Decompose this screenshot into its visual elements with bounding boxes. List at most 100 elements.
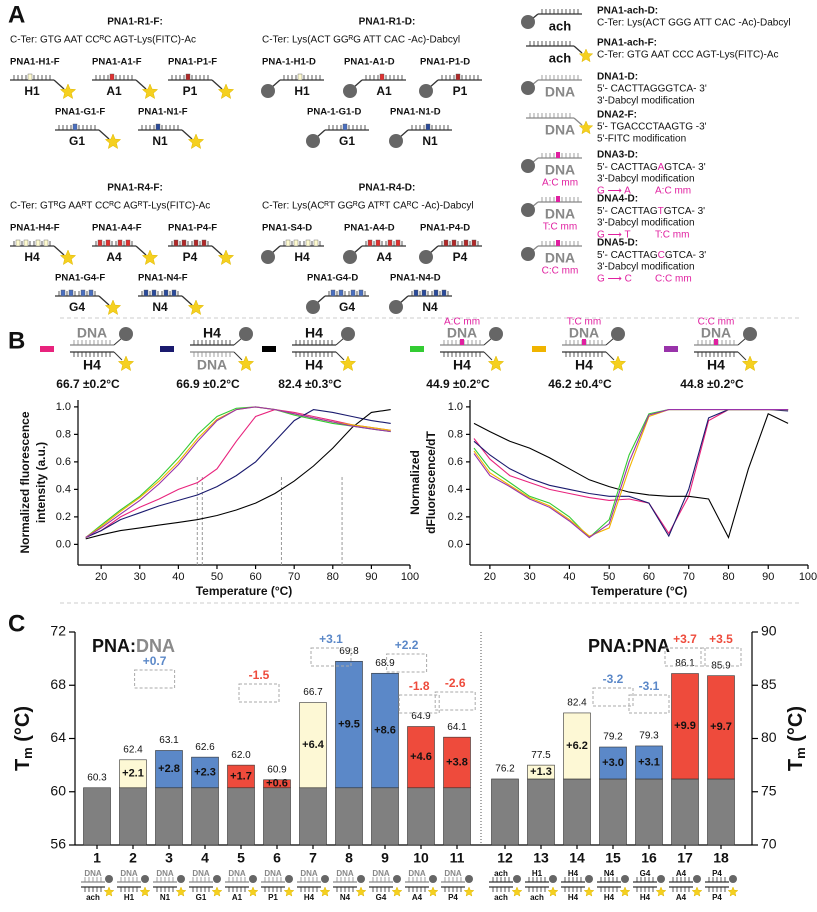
linker [605,351,615,361]
legend-line: 3'-Dabcyl modification [597,96,695,107]
construct-tag: P1 [453,84,468,98]
x-tick-label: 90 [365,571,377,583]
legend-name: DNA1-D: [597,72,638,83]
icon-label: H4 [83,357,101,373]
legend-swatch [410,346,424,352]
bar-base [527,778,555,846]
x-tick-label: 60 [643,571,655,583]
delta-box [238,683,280,703]
bar-increment-label: +6.2 [566,740,588,752]
quencher-dot [513,875,521,883]
modified-base [395,239,401,247]
construct-name: PNA1-N1-D [390,107,441,118]
tm-label: 66.9 ±0.2°C [176,377,240,391]
icon-label: H4 [568,869,579,878]
delta-box [700,647,742,667]
quencher-dot [343,84,357,98]
mismatch-label: T:C mm [567,317,601,328]
x-tick-label: 40 [563,571,575,583]
linker [135,79,147,90]
linker [737,337,747,346]
mismatch-label: C:C mm [698,317,735,328]
x-tick-label: 50 [603,571,615,583]
x-tick-label: 17 [677,850,693,866]
modified-base [173,239,179,247]
construct-name: PNA1-P4-F [168,223,217,234]
y-axis-title: Tm (°C) [785,706,808,771]
icon-label: DNA [447,325,477,341]
bar-increment-label: +1.7 [230,770,252,782]
quencher-dot [343,250,357,264]
modified-base [143,289,149,297]
legend-swatch [532,346,546,352]
quencher-dot [306,134,320,148]
y-tick-label: 0.4 [56,483,71,495]
bar-total-label: 63.1 [159,735,179,746]
construct-name: PNA1-A4-D [344,223,395,234]
legend-name: DNA3-D: [597,150,638,161]
modified-base [97,239,103,247]
fluorophore-star [237,355,255,372]
modified-base [379,73,385,81]
y-tick-label: 64 [50,729,66,745]
linker [483,337,493,346]
quencher-dot [549,875,557,883]
sequence-part: A [658,162,665,173]
bar-increment-label: +2.3 [194,766,216,778]
modified-base [117,239,123,247]
tm-label: 82.4 ±0.3°C [278,377,342,391]
x-tick-label: 5 [237,850,245,866]
mismatch-mark [556,196,560,202]
bar-increment [407,726,435,789]
icon-label: P4 [712,869,722,878]
fluorophore-star [511,886,523,897]
sequence-part: C [658,250,665,261]
quencher-dot [621,875,629,883]
construct-tag: G1 [69,134,85,148]
quencher-dot [521,159,535,173]
icon-label: A4 [676,893,687,902]
quencher-dot [105,875,113,883]
modified-base [413,289,419,297]
icon-label: H4 [305,325,323,341]
delta-label: -1.8 [409,679,430,693]
x-tick-label: 100 [799,571,817,583]
data-line [473,413,789,539]
quencher-dot [465,875,473,883]
construct-name: PNA-1-G1-D [307,107,362,118]
y-tick-label: 0.8 [56,428,71,440]
data-line [473,409,789,535]
linker [181,295,193,306]
bar-increment-label: +2.1 [122,768,144,780]
bar-base [335,787,363,846]
construct-tag: P4 [453,250,468,264]
bar-total-label: 66.7 [303,687,323,698]
quencher-dot [177,875,185,883]
sequence: 5'- CACTTAGTGTCA- 3' [597,206,705,217]
icon-label: DNA [264,869,282,878]
sequence: C-Ter: GTᴿG AAᴿT CCᴿC AGᴿT-Lys(FITC)-Ac [10,201,210,212]
linker [98,129,110,140]
x-axis-title: Temperature (°C) [196,584,293,598]
fluorophore-star [141,83,159,100]
y-tick-label: 0.0 [448,538,463,550]
linker [211,245,223,256]
data-line [85,409,391,539]
construct-name: PNA1-N1-F [138,107,188,118]
modified-base [185,73,191,81]
bar-base [407,787,435,846]
icon-label: DNA [156,869,174,878]
icon-label: DNA [77,325,107,341]
x-tick-label: 8 [345,850,353,866]
fluorophore-star [211,886,223,897]
y-axis-title: Normalized fluorescence [18,411,32,553]
bar-base [635,778,663,846]
fluorophore-star [427,886,439,897]
bar-total-label: 62.0 [231,750,251,761]
bar-increment [527,764,555,780]
x-tick-label: 3 [165,850,173,866]
icon-label: ach [86,893,100,902]
y-axis-title: Normalized [408,450,422,515]
construct-tag: G4 [69,300,85,314]
